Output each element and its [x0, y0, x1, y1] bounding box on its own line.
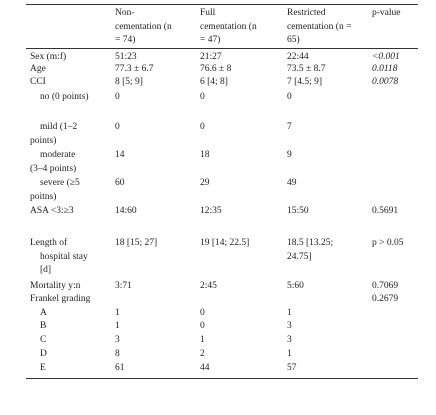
row-label: ASA <3:≥3	[30, 206, 74, 216]
row-label: CCI	[30, 77, 46, 87]
table-cell: 1	[287, 349, 292, 359]
table-cell: 1	[287, 308, 292, 318]
table-cell: 12:35	[200, 206, 222, 216]
table-cell: 0.2679	[372, 294, 399, 304]
table-cell: 0.7069	[372, 281, 399, 291]
table-cell: 0	[200, 321, 205, 331]
table-cell: 61	[115, 363, 125, 373]
table-cell: 1	[200, 335, 205, 345]
row-label: A	[40, 308, 47, 318]
column-header: Non-cementation (n = 74)	[115, 8, 172, 45]
table-cell: 3	[287, 335, 292, 345]
table-cell: 60	[115, 178, 125, 188]
row-label: Length of hospital stay [d]	[30, 238, 88, 275]
row-label: no (0 points)	[40, 92, 89, 102]
table-cell: 19 [14; 22.5]	[200, 238, 250, 248]
top-rule	[26, 4, 418, 5]
column-header: Full cementation (n = 47)	[200, 8, 257, 45]
table-cell: 18 [15; 27]	[115, 238, 158, 248]
table-cell: 7 [4.5; 9]	[287, 77, 323, 87]
table-cell: 49	[287, 178, 297, 188]
table-cell: 5:60	[287, 281, 304, 291]
table-cell: 0.0118	[372, 64, 398, 74]
column-header: Restricted cementation (n = 65)	[287, 8, 352, 45]
table-cell: 51:23	[115, 52, 137, 62]
row-label: D	[40, 349, 47, 359]
table-cell: 0	[200, 92, 205, 102]
table-cell: 3	[115, 335, 120, 345]
table-cell: 22:44	[287, 52, 309, 62]
row-label: mild (1–2 points)	[30, 122, 78, 146]
table-cell: 14	[115, 150, 125, 160]
table-cell: 57	[287, 363, 297, 373]
table-cell: 14:60	[115, 206, 137, 216]
row-label: severe (≥5 poitns)	[30, 178, 80, 202]
table-cell: 1	[115, 308, 120, 318]
table-cell: 0	[200, 122, 205, 132]
row-label: B	[40, 321, 47, 331]
table-cell: 0	[115, 92, 120, 102]
table-cell: 3:71	[115, 281, 132, 291]
row-label: Sex (m:f)	[30, 52, 67, 62]
row-label: Age	[30, 64, 46, 74]
table-cell: p > 0.05	[372, 238, 404, 248]
table-cell: 15:50	[287, 206, 309, 216]
row-label: C	[40, 335, 47, 345]
row-label: Frankel grading	[30, 294, 91, 304]
header-rule	[26, 48, 418, 49]
table-cell: 2:45	[200, 281, 217, 291]
column-header: p-value	[372, 8, 401, 18]
table-cell: 6 [4; 8]	[200, 77, 228, 87]
table-cell: 18.5 [13.25; 24.75]	[287, 238, 334, 262]
table-cell: 0	[287, 92, 292, 102]
table-cell: 2	[200, 349, 205, 359]
bottom-rule	[26, 378, 418, 379]
table-cell: 0.5691	[372, 206, 399, 216]
table-cell: 29	[200, 178, 210, 188]
table-cell: 8	[115, 349, 120, 359]
table-cell: 77.3 ± 6.7	[115, 64, 154, 74]
table-cell: 44	[200, 363, 210, 373]
row-label: Mortality y:n	[30, 281, 81, 291]
table-cell: 8 [5; 9]	[115, 77, 143, 87]
table-cell: 0.0078	[372, 77, 399, 87]
table-cell: <0.001	[372, 52, 400, 62]
table-cell: 7	[287, 122, 292, 132]
table-cell: 1	[115, 321, 120, 331]
table-cell: 0	[115, 122, 120, 132]
row-label: moderate (3–4 points)	[30, 150, 77, 174]
table-cell: 3	[287, 321, 292, 331]
table-cell: 21:27	[200, 52, 222, 62]
row-label: E	[40, 363, 46, 373]
table-cell: 9	[287, 150, 292, 160]
table-cell: 76.6 ± 8	[200, 64, 232, 74]
table-cell: 18	[200, 150, 210, 160]
table-cell: 0	[200, 308, 205, 318]
table-cell: 73.5 ± 8.7	[287, 64, 326, 74]
